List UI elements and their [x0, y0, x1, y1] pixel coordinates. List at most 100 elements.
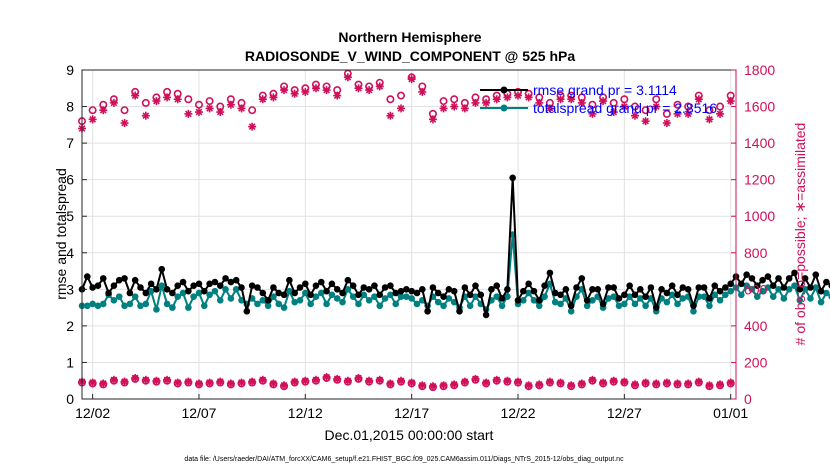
obs-assimilated-marker [609, 108, 618, 117]
totalspread-point [153, 306, 160, 313]
rmse-point [642, 293, 649, 300]
obs-assimilated-marker [716, 109, 725, 118]
totalspread-point [147, 287, 155, 295]
obs-assimilated-low-marker [109, 375, 118, 384]
totalspread-point [631, 300, 639, 308]
rmse-point [424, 307, 431, 315]
totalspread-point [137, 302, 144, 310]
rmse-point [807, 284, 814, 291]
totalspread-point [232, 286, 240, 293]
chart-title-line-2: RADIOSONDE_V_WIND_COMPONENT @ 525 hPa [245, 48, 575, 64]
totalspread-point [706, 302, 713, 310]
totalspread-point [131, 293, 139, 300]
totalspread-series [78, 231, 830, 315]
obs-assimilated-low-marker [248, 377, 257, 386]
totalspread-point [642, 302, 649, 310]
rmse-point [488, 286, 495, 293]
obs-assimilated-low-marker [450, 380, 459, 389]
right-tick-label: 400 [744, 318, 768, 334]
rmse-point [599, 300, 607, 308]
obs-assimilated-marker [322, 86, 331, 95]
rmse-point [796, 286, 804, 293]
rmse-point [190, 282, 197, 289]
obs-assimilated-low-marker [269, 379, 278, 388]
obs-count-high-series [78, 69, 735, 133]
obs-assimilated-marker [407, 75, 416, 84]
obs-assimilated-low-marker [652, 379, 661, 388]
rmse-point [663, 289, 671, 297]
totalspread-point [557, 300, 564, 308]
totalspread-point [791, 282, 798, 289]
obs-count-low-series [78, 373, 735, 392]
obs-assimilated-low-marker [280, 381, 289, 390]
rmse-point [594, 286, 602, 293]
right-tick-label: 600 [744, 281, 768, 297]
right-y-axis: 0 200 400 600 800 1000 1200 1400 1600 1800 [731, 62, 775, 407]
totalspread-point [738, 291, 745, 299]
totalspread-point [259, 297, 267, 304]
obs-assimilated-low-marker [588, 375, 597, 384]
rmse-point [652, 304, 660, 311]
rmse-point [716, 287, 724, 295]
obs-assimilated-marker [705, 115, 714, 124]
rmse-point [312, 282, 320, 289]
rmse-point [727, 280, 734, 288]
obs-assimilated-marker [588, 109, 597, 118]
rmse-point [403, 286, 410, 293]
rmse-point [185, 287, 192, 295]
totalspread-point [254, 300, 261, 308]
totalspread-point [115, 293, 123, 300]
obs-assimilated-low-marker [694, 377, 703, 386]
totalspread-point [296, 297, 304, 304]
rmse-point [200, 287, 208, 295]
totalspread-point [700, 293, 708, 300]
left-tick-label: 9 [66, 62, 74, 78]
obs-possible-marker [588, 100, 597, 109]
obs-assimilated-marker [482, 98, 491, 107]
totalspread-point [206, 291, 213, 299]
obs-assimilated-low-marker [375, 375, 384, 384]
rmse-point [248, 282, 256, 289]
rmse-point [615, 295, 623, 302]
obs-assimilated-marker [194, 108, 203, 117]
totalspread-point [408, 295, 415, 302]
obs-assimilated-marker [216, 108, 225, 117]
rmse-point [153, 286, 160, 293]
rmse-point [573, 284, 580, 291]
obs-assimilated-low-marker [365, 376, 374, 385]
left-y-axis: 0 1 2 3 4 5 6 7 8 9 [66, 62, 87, 407]
obs-assimilated-low-marker [205, 378, 214, 387]
obs-assimilated-marker [439, 104, 448, 113]
totalspread-point [589, 297, 596, 304]
rmse-point [302, 280, 309, 288]
rmse-point [216, 282, 224, 289]
obs-assimilated-marker [109, 98, 118, 107]
obs-assimilated-marker [184, 109, 193, 118]
obs-assimilated-marker [450, 102, 459, 111]
totalspread-point [163, 300, 171, 308]
totalspread-point [679, 295, 687, 302]
rmse-point [748, 275, 756, 282]
rmse-point [147, 280, 155, 288]
rmse-point [504, 286, 511, 293]
rmse-point [169, 289, 176, 297]
totalspread-point [440, 302, 447, 310]
totalspread-point [445, 295, 453, 302]
rmse-point [365, 286, 373, 293]
obs-assimilated-marker [535, 98, 544, 107]
obs-assimilated-low-marker [343, 376, 352, 385]
rmse-point [722, 284, 729, 291]
totalspread-point [216, 297, 224, 304]
rmse-point [94, 282, 102, 289]
rmse-point [631, 291, 639, 299]
obs-assimilated-marker [343, 73, 352, 82]
obs-assimilated-low-marker [194, 379, 203, 388]
obs-assimilated-marker [88, 115, 97, 124]
right-tick-label: 1000 [744, 208, 775, 224]
obs-assimilated-low-marker [226, 379, 235, 388]
obs-possible-marker [386, 95, 395, 104]
totalspread-point [525, 289, 532, 297]
rmse-point [349, 282, 357, 289]
